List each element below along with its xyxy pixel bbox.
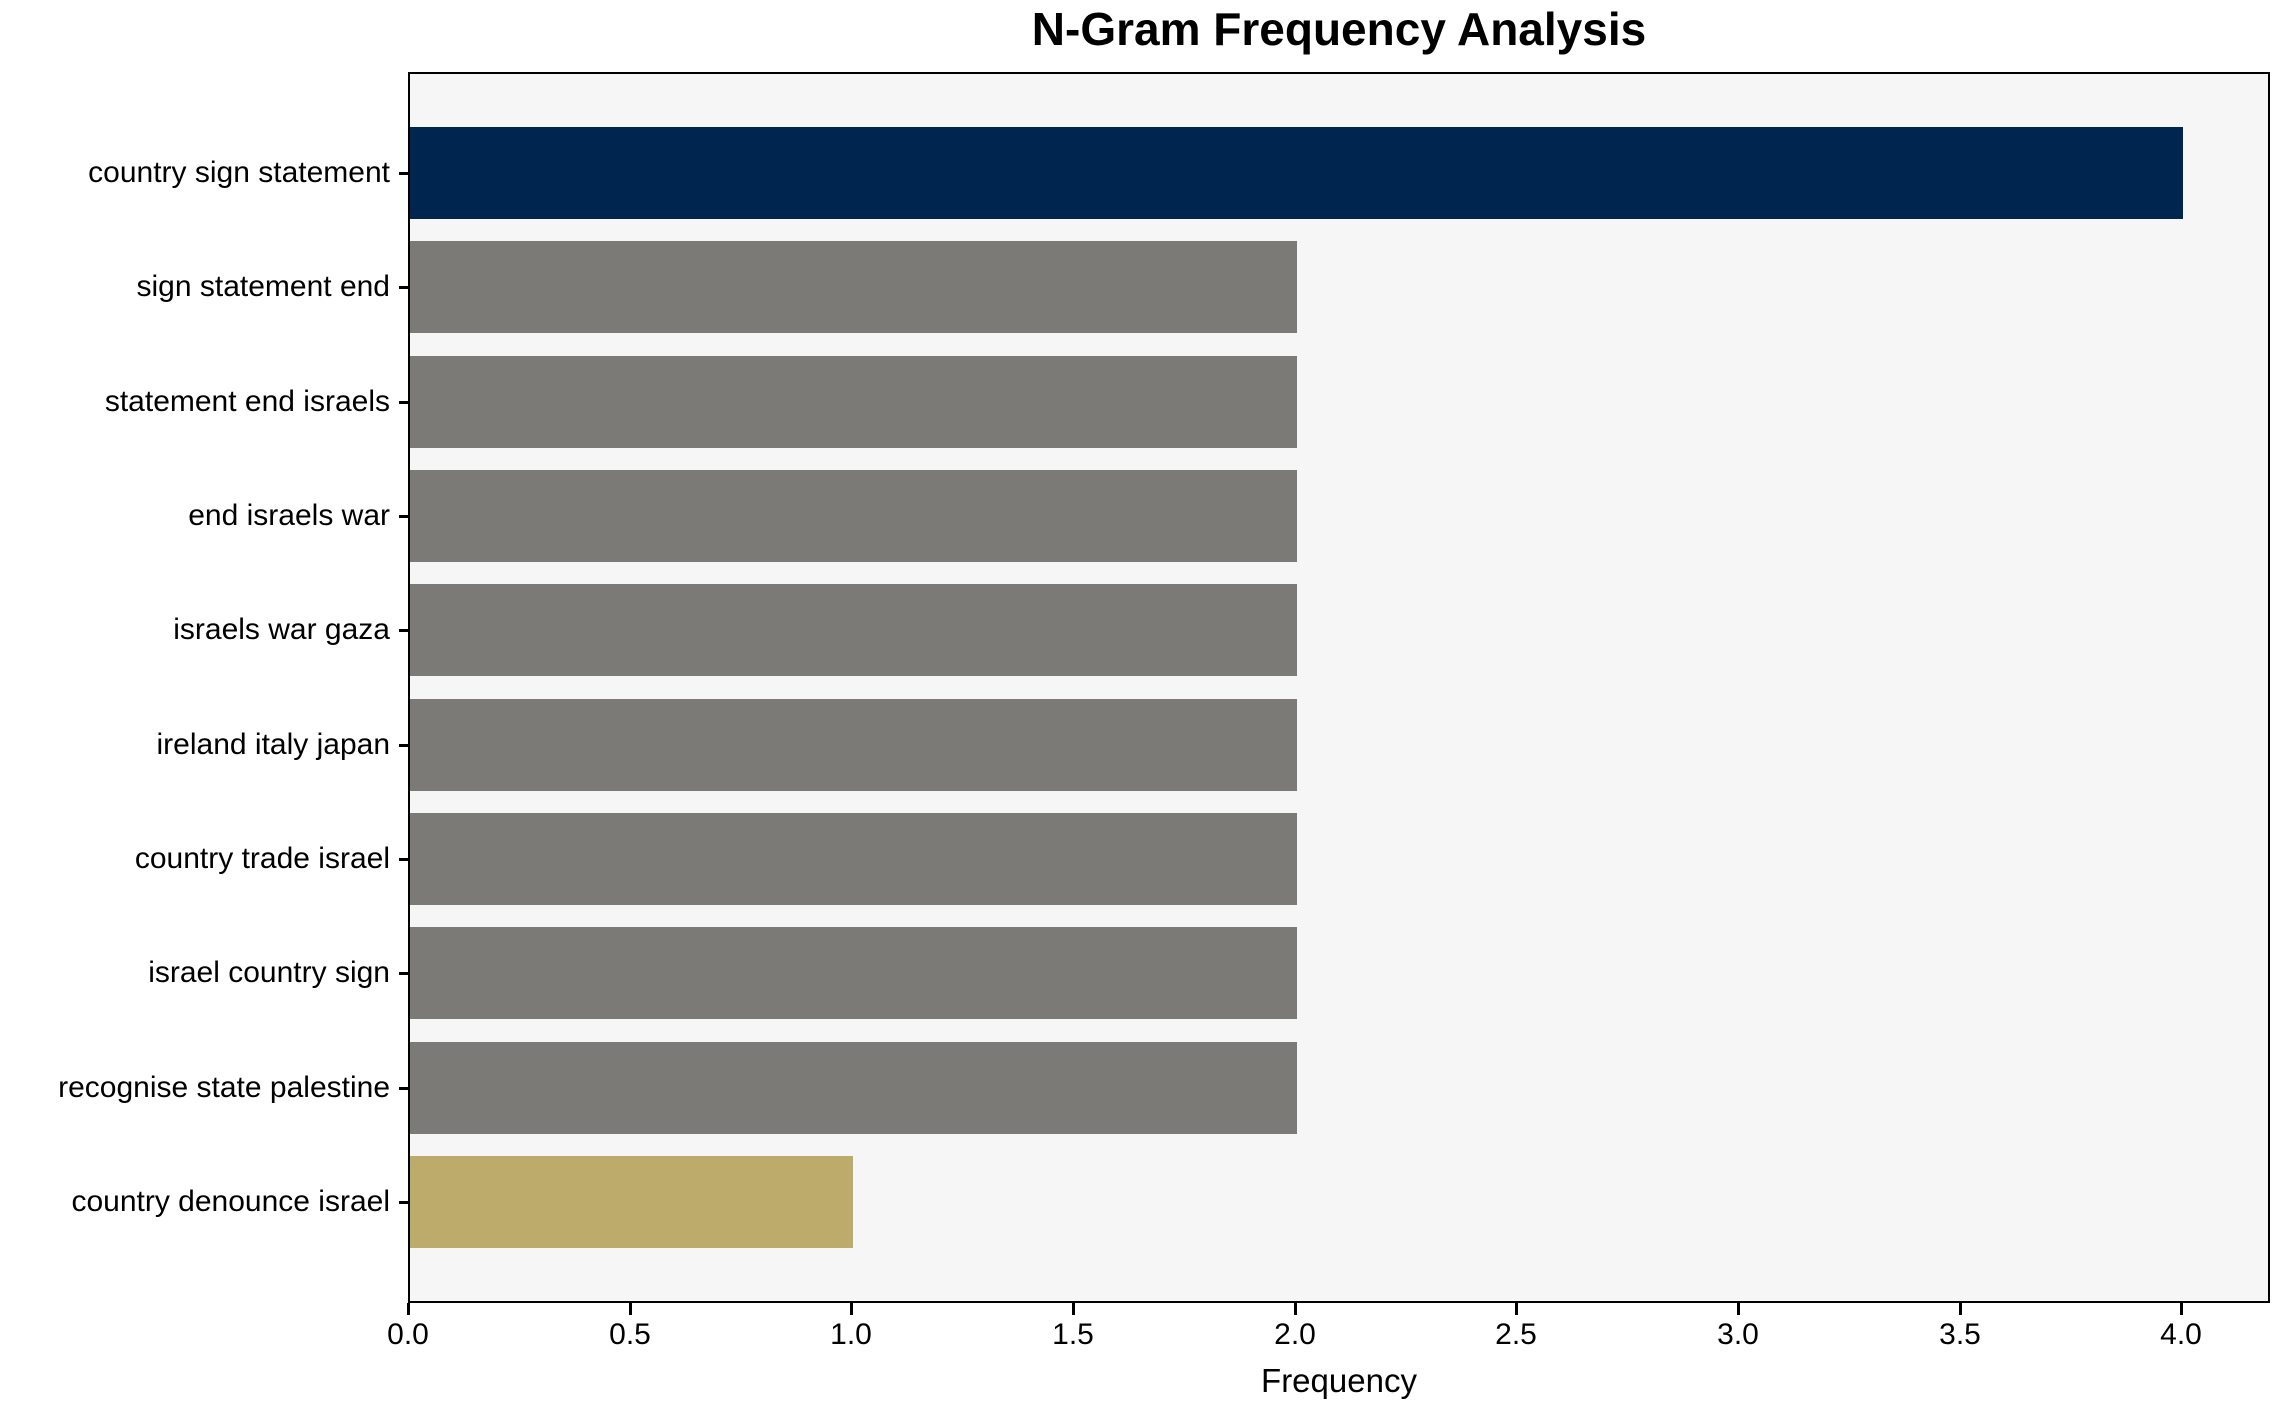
x-tick-label: 1.5 bbox=[1052, 1318, 1094, 1351]
x-tick-mark bbox=[629, 1303, 632, 1315]
chart-title: N-Gram Frequency Analysis bbox=[1031, 3, 1647, 55]
y-tick-label: country denounce israel bbox=[71, 1185, 390, 1218]
y-tick-label: israel country sign bbox=[148, 956, 390, 989]
x-tick-mark bbox=[1959, 1303, 1962, 1315]
y-tick-label: country sign statement bbox=[88, 156, 390, 189]
bar-israels-war-gaza bbox=[410, 584, 1297, 676]
x-tick-label: 0.0 bbox=[387, 1318, 429, 1351]
plot-area bbox=[408, 72, 2270, 1303]
y-tick-label: country trade israel bbox=[134, 842, 390, 875]
y-tick-mark bbox=[399, 286, 408, 289]
y-tick-mark bbox=[399, 858, 408, 861]
y-tick-label: end israels war bbox=[188, 499, 390, 532]
x-tick-label: 1.0 bbox=[830, 1318, 872, 1351]
x-tick-label: 4.0 bbox=[2160, 1318, 2202, 1351]
bar-end-israels-war bbox=[410, 470, 1297, 562]
x-tick-mark bbox=[1072, 1303, 1075, 1315]
y-tick-label: statement end israels bbox=[104, 385, 390, 418]
x-tick-label: 0.5 bbox=[609, 1318, 651, 1351]
y-tick-mark bbox=[399, 972, 408, 975]
x-tick-mark bbox=[1737, 1303, 1740, 1315]
x-tick-mark bbox=[2180, 1303, 2183, 1315]
y-tick-mark bbox=[399, 401, 408, 404]
bar-recognise-state-palestine bbox=[410, 1042, 1297, 1134]
y-tick-mark bbox=[399, 1087, 408, 1090]
y-tick-mark bbox=[399, 1201, 408, 1204]
y-tick-label: sign statement end bbox=[136, 270, 391, 303]
y-tick-mark bbox=[399, 172, 408, 175]
bar-country-sign-statement bbox=[410, 127, 2183, 219]
y-tick-mark bbox=[399, 744, 408, 747]
y-tick-label: ireland italy japan bbox=[156, 728, 390, 761]
bar-israel-country-sign bbox=[410, 927, 1297, 1019]
bar-country-trade-israel bbox=[410, 813, 1297, 905]
x-tick-label: 3.0 bbox=[1717, 1318, 1759, 1351]
x-tick-mark bbox=[1515, 1303, 1518, 1315]
y-tick-label: recognise state palestine bbox=[58, 1071, 390, 1104]
x-tick-mark bbox=[1294, 1303, 1297, 1315]
bar-ireland-italy-japan bbox=[410, 699, 1297, 791]
y-tick-label: israels war gaza bbox=[173, 613, 390, 646]
bar-statement-end-israels bbox=[410, 356, 1297, 448]
y-tick-mark bbox=[399, 515, 408, 518]
x-tick-label: 2.0 bbox=[1274, 1318, 1316, 1351]
bar-country-denounce-israel bbox=[410, 1156, 853, 1248]
x-axis-label: Frequency bbox=[1261, 1362, 1417, 1399]
x-tick-label: 3.5 bbox=[1939, 1318, 1981, 1351]
y-tick-mark bbox=[399, 629, 408, 632]
x-tick-mark bbox=[407, 1303, 410, 1315]
x-tick-label: 2.5 bbox=[1495, 1318, 1537, 1351]
bar-sign-statement-end bbox=[410, 241, 1297, 333]
x-tick-mark bbox=[850, 1303, 853, 1315]
